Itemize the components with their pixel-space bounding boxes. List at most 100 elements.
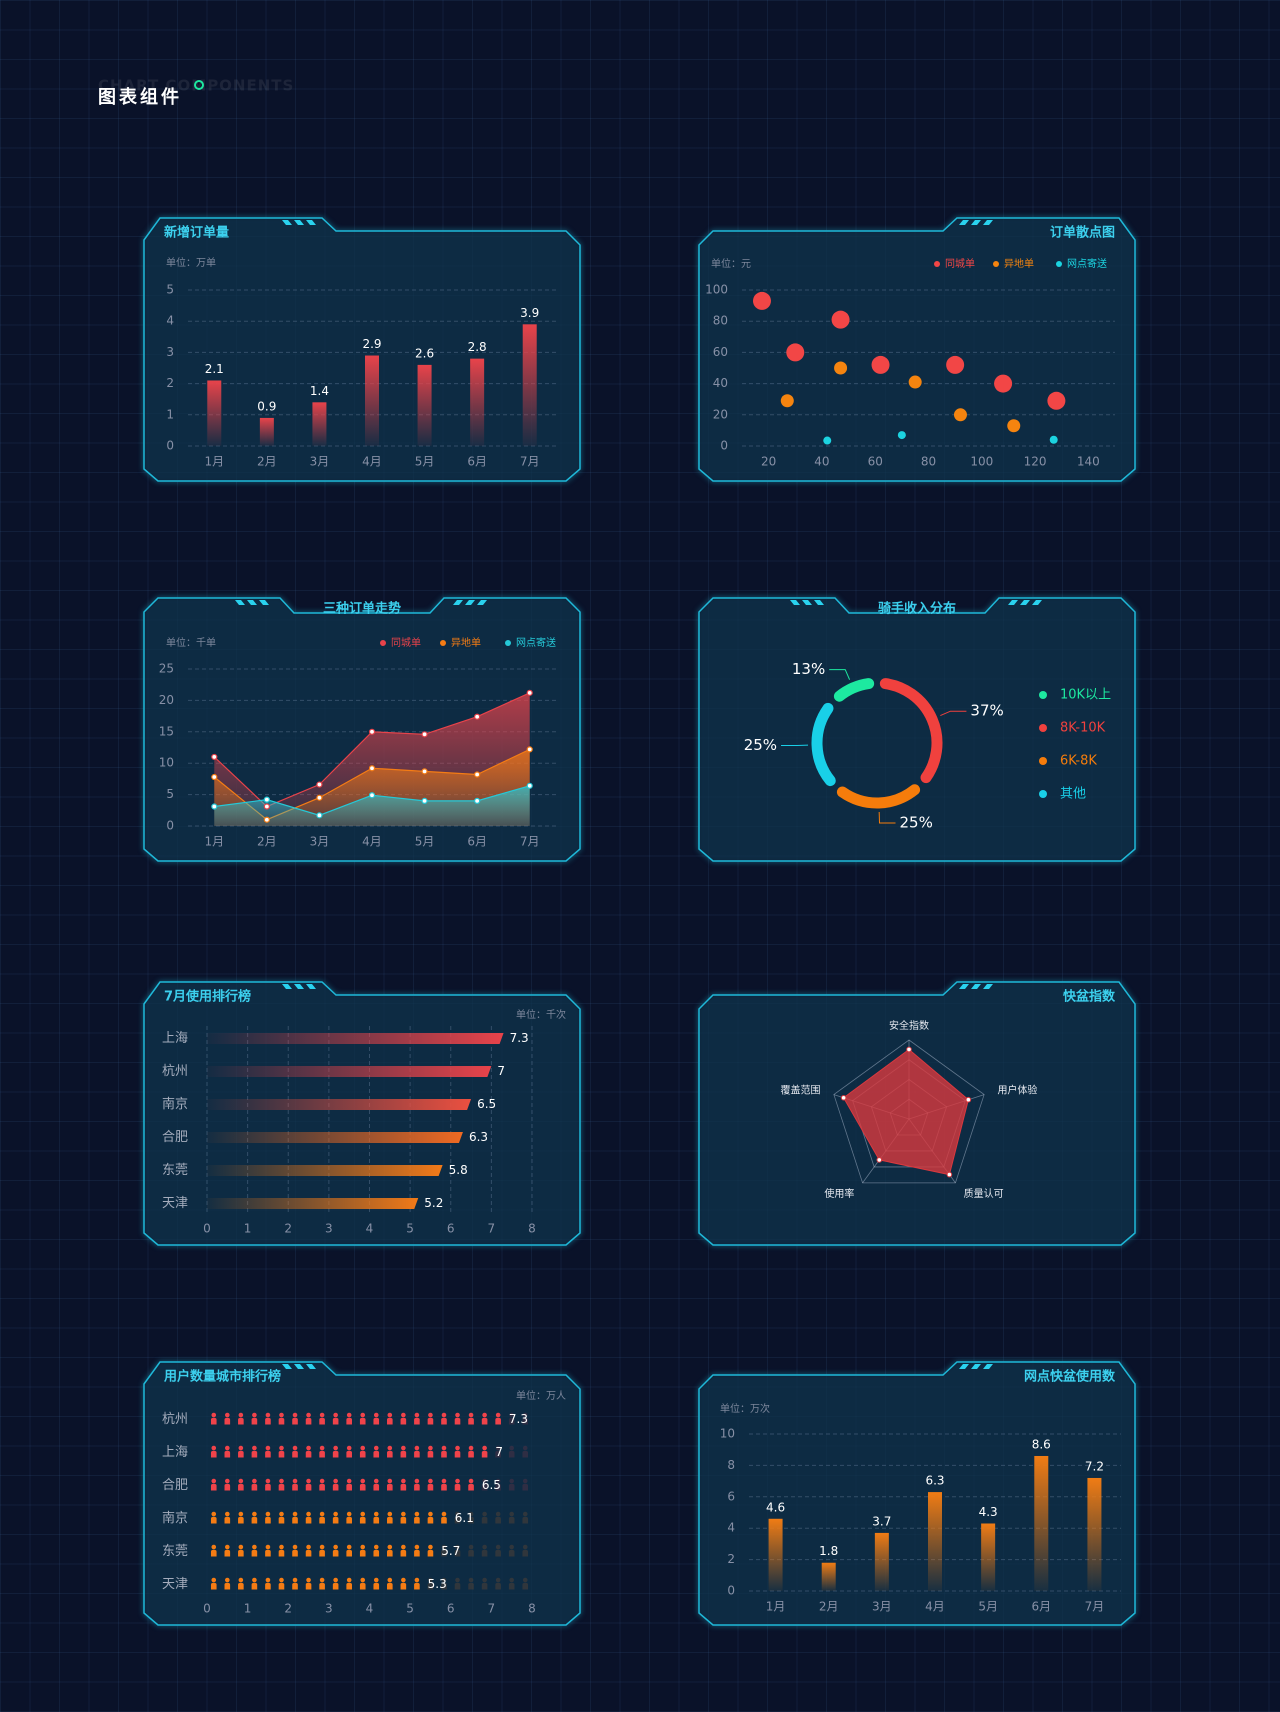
frame-stripe — [959, 1364, 969, 1369]
person-icon-body — [319, 1417, 325, 1425]
person-icon-head — [482, 1478, 487, 1484]
unit-label: 单位：元 — [711, 257, 751, 270]
x-tick-label: 20 — [761, 455, 776, 469]
person-icon-head — [373, 1412, 379, 1418]
y-tick-label: 25 — [159, 662, 174, 676]
person-icon-head — [238, 1412, 244, 1418]
icon-row — [210, 1511, 529, 1524]
person-icon-head — [360, 1445, 366, 1451]
person-icon-body — [278, 1582, 285, 1590]
person-icon-body — [414, 1549, 420, 1557]
person-icon-head — [252, 1511, 257, 1517]
person-icon-head — [292, 1445, 298, 1451]
person-icon-head — [441, 1544, 447, 1550]
person-icon-body — [427, 1417, 434, 1425]
person-icon-body — [359, 1516, 366, 1524]
frame-stripe — [282, 984, 292, 989]
x-tick-label: 2月 — [257, 835, 277, 849]
bar — [207, 1198, 419, 1209]
person-icon-head — [265, 1544, 271, 1550]
person-icon-head — [238, 1511, 244, 1517]
person-icon-head — [522, 1577, 528, 1583]
bar — [522, 324, 537, 446]
bar-value-label: 6.3 — [925, 1474, 944, 1488]
person-icon-head — [509, 1577, 514, 1583]
bar — [207, 1066, 492, 1077]
person-icon-body — [441, 1582, 447, 1590]
x-tick-label: 3月 — [310, 455, 330, 469]
y-tick-label: 10 — [720, 1427, 735, 1441]
person-icon-body — [278, 1549, 285, 1557]
person-icon-body — [414, 1417, 420, 1425]
person-icon-body — [387, 1417, 393, 1425]
radar-axis-label: 质量认可 — [964, 1187, 1004, 1200]
person-icon-body — [427, 1483, 434, 1491]
person-icon-head — [306, 1511, 311, 1517]
person-icon-body — [346, 1417, 352, 1425]
person-icon-body — [454, 1516, 461, 1524]
person-icon-body — [265, 1483, 271, 1491]
person-icon-head — [482, 1544, 487, 1550]
person-icon-body — [332, 1417, 339, 1425]
radar-point — [840, 1094, 847, 1101]
person-icon-body — [400, 1516, 407, 1524]
person-icon-body — [319, 1549, 325, 1557]
x-tick-label: 4 — [366, 1602, 374, 1616]
person-icon-head — [522, 1544, 528, 1550]
person-icon-head — [468, 1577, 474, 1583]
person-icon-head — [522, 1511, 528, 1517]
person-icon-body — [373, 1450, 380, 1458]
y-tick-label: 8 — [727, 1458, 735, 1472]
frame-stripe — [247, 600, 257, 605]
person-icon-body — [508, 1549, 515, 1557]
person-icon-head — [482, 1511, 487, 1517]
y-tick-label: 4 — [727, 1521, 735, 1535]
panel-title: 网点快盆使用数 — [1024, 1369, 1116, 1385]
person-icon-body — [359, 1549, 366, 1557]
person-icon-body — [292, 1516, 298, 1524]
person-icon-body — [522, 1516, 529, 1524]
person-icon-body — [251, 1417, 258, 1425]
person-icon-body — [224, 1417, 231, 1425]
person-icon-head — [346, 1445, 352, 1451]
leader-line — [829, 669, 851, 680]
x-tick-label: 3月 — [872, 1600, 892, 1614]
person-icon-body — [251, 1450, 258, 1458]
person-icon-body — [427, 1582, 434, 1590]
data-point — [474, 771, 481, 778]
x-tick-label: 7月 — [520, 455, 540, 469]
scatter-point — [780, 394, 794, 408]
person-icon-head — [211, 1412, 217, 1418]
x-tick-label: 5月 — [415, 835, 435, 849]
person-icon-head — [373, 1544, 379, 1550]
x-tick-label: 2 — [284, 1222, 292, 1236]
person-icon-body — [495, 1582, 501, 1590]
person-icon-head — [468, 1445, 474, 1451]
person-icon-body — [292, 1450, 298, 1458]
person-icon-head — [401, 1544, 406, 1550]
x-tick-label: 6月 — [1031, 1600, 1051, 1614]
y-tick-label: 2 — [727, 1552, 735, 1566]
data-point — [474, 797, 481, 804]
bar — [365, 355, 379, 446]
y-tick-label: 20 — [159, 693, 174, 707]
legend-marker — [993, 261, 999, 267]
person-icon-body — [400, 1582, 407, 1590]
person-icon-head — [441, 1478, 447, 1484]
radar-axis-label: 使用率 — [824, 1187, 854, 1200]
person-icon-body — [373, 1582, 380, 1590]
person-icon-body — [292, 1417, 298, 1425]
person-icon-head — [441, 1511, 447, 1517]
person-icon-head — [225, 1577, 230, 1583]
person-icon-body — [332, 1450, 339, 1458]
unit-label: 单位：千次 — [516, 1008, 566, 1021]
person-icon-body — [210, 1450, 217, 1458]
person-icon-head — [387, 1412, 393, 1418]
person-icon-body — [400, 1417, 407, 1425]
person-icon-body — [495, 1549, 501, 1557]
data-point — [263, 796, 270, 803]
person-icon-head — [495, 1577, 501, 1583]
bar-value-label: 5.8 — [449, 1163, 468, 1177]
x-tick-label: 5月 — [978, 1600, 998, 1614]
